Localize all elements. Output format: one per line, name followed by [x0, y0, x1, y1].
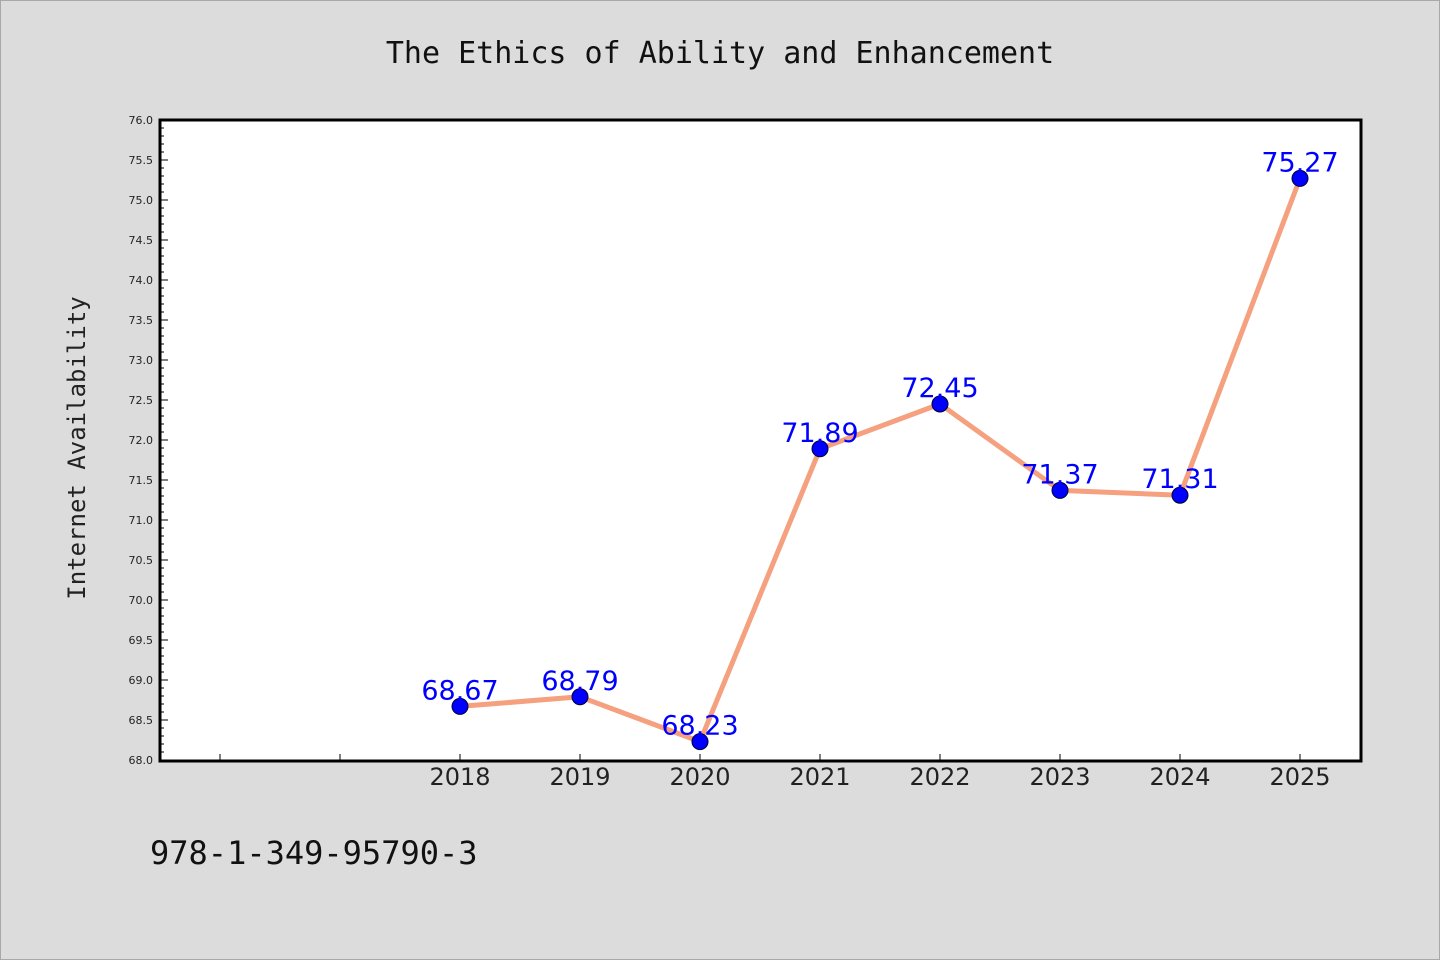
data-labels: 68.67 68.79 68.23 71.89 72.45 71.37 71.31 75.27: [421, 147, 1338, 741]
data-point: [1171, 486, 1189, 504]
data-markers: [451, 169, 1309, 751]
x-axis-ticks: 2018 2019 2020 2021 2022 2023 2024 2025: [219, 754, 1331, 791]
y-axis-label: Internet Availability: [63, 296, 91, 599]
data-point: [691, 733, 709, 751]
y-tick-label: 71.0: [129, 514, 154, 527]
y-tick-label: 69.0: [129, 674, 154, 687]
y-tick-label: 68.0: [129, 754, 154, 767]
x-tick-label: 2018: [429, 763, 490, 791]
x-tick-label: 2021: [789, 763, 850, 791]
isbn-text: 978-1-349-95790-3: [150, 834, 478, 872]
x-tick-label: 2025: [1269, 763, 1330, 791]
series-line: [457, 175, 1303, 745]
data-point: [571, 688, 589, 706]
y-tick-label: 73.0: [129, 354, 154, 367]
data-point: [1291, 169, 1309, 187]
data-label: 71.31: [1141, 464, 1218, 495]
y-tick-label: 69.5: [129, 634, 154, 647]
data-label: 75.27: [1261, 147, 1338, 178]
y-axis-ticks: 68.0 68.5 69.0 69.5 70.0 70.5 71.0 71.5 72.0 72.5…: [129, 114, 168, 767]
y-tick-label: 75.0: [129, 194, 154, 207]
y-tick-label: 70.0: [129, 594, 154, 607]
x-tick-label: 2020: [669, 763, 730, 791]
data-point: [1051, 481, 1069, 499]
series-line-group: [457, 175, 1303, 745]
data-label: 72.45: [901, 373, 978, 404]
y-tick-label: 75.5: [129, 154, 154, 167]
x-tick-label: 2022: [909, 763, 970, 791]
y-tick-label: 76.0: [129, 114, 154, 127]
x-tick-label: 2024: [1149, 763, 1210, 791]
y-tick-label: 70.5: [129, 554, 154, 567]
x-tick-label: 2019: [549, 763, 610, 791]
data-point: [931, 395, 949, 413]
data-point: [451, 697, 469, 715]
y-tick-label: 71.5: [129, 474, 154, 487]
y-tick-label: 72.0: [129, 434, 154, 447]
data-label: 68.23: [661, 711, 738, 742]
data-point: [811, 440, 829, 458]
y-tick-label: 73.5: [129, 314, 154, 327]
data-label: 71.37: [1021, 459, 1098, 490]
chart-title: The Ethics of Ability and Enhancement: [386, 36, 1054, 71]
data-label: 68.79: [541, 666, 618, 697]
x-tick-label: 2023: [1029, 763, 1090, 791]
y-tick-label: 74.5: [129, 234, 154, 247]
y-tick-label: 68.5: [129, 714, 154, 727]
data-label: 71.89: [781, 418, 858, 449]
y-tick-label: 72.5: [129, 394, 154, 407]
y-tick-label: 74.0: [129, 274, 154, 287]
plot-area: [158, 118, 1363, 763]
data-label: 68.67: [421, 675, 498, 706]
